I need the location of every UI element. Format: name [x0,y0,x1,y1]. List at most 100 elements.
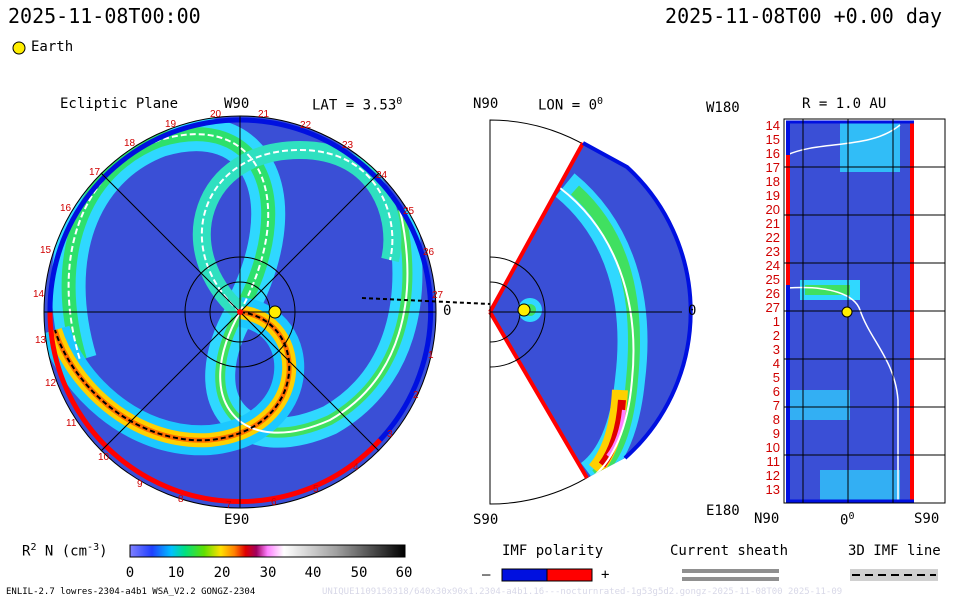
meridional-panel [488,119,693,505]
sector-number: 11 [66,418,77,429]
map-row: 8 [773,412,780,427]
sector-number: 25 [403,206,415,217]
map-row: 13 [766,482,780,497]
colorbar-tick: 50 [351,565,368,581]
sector-number: 10 [98,452,110,463]
map-top-left-label: W180 [706,100,740,116]
earth-legend-icon [12,41,26,55]
imf-line-title: 3D IMF line [848,543,941,559]
map-row: 20 [766,202,780,217]
map-row: 2 [773,328,780,343]
map-row: 22 [766,230,780,245]
colorbar [129,544,406,558]
sector-number: 20 [210,109,222,120]
colorbar-tick: 60 [396,565,413,581]
sector-number: 13 [35,335,47,346]
sector-number: 27 [432,290,444,301]
ecliptic-right-label: 0 [443,303,452,319]
earth-marker-meridional [517,303,531,317]
map-row: 16 [766,146,780,161]
sector-number: 14 [33,289,45,300]
map-row: 24 [766,258,780,273]
imf-plus-swatch [546,568,593,582]
colorbar-tick: 0 [126,565,134,581]
map-row: 26 [766,286,780,301]
imf-minus-label: – [482,567,491,583]
sector-number: 24 [376,170,388,181]
date-left: 2025-11-08T00:00 [8,4,201,28]
earth-marker-map [841,306,853,318]
sector-number: 19 [165,119,177,130]
sector-number: 2 [413,390,419,401]
date-right: 2025-11-08T00 +0.00 day [665,4,942,28]
map-row: 21 [766,216,780,231]
sector-number: 23 [342,140,354,151]
map-row: 6 [773,384,780,399]
map-x-label-s90: S90 [914,511,940,527]
sector-numbers: 20 21 22 23 24 25 26 27 1 2 3 4 5 6 7 8 … [33,109,444,511]
map-row: 3 [773,342,780,357]
imf-polarity-title: IMF polarity [502,543,604,559]
imf-minus-swatch [501,568,548,582]
sector-number: 15 [40,245,52,256]
sector-number: 3 [387,429,393,440]
map-row: 1 [773,314,780,329]
ecliptic-lat-label: LAT = 3.530 [312,96,403,114]
map-row: 18 [766,174,780,189]
earth-legend-label: Earth [31,39,74,55]
sector-number: 9 [137,479,143,490]
sector-number: 21 [258,109,270,120]
sector-number: 16 [60,203,72,214]
map-r-label: R = 1.0 AU [802,96,887,112]
colorbar-tick: 40 [305,565,322,581]
sector-number: 6 [271,497,277,508]
map-row: 25 [766,272,780,287]
map-row: 19 [766,188,780,203]
colorbar-label: R2 N (cm-3) [22,542,108,560]
map-row: 23 [766,244,780,259]
current-sheath-title: Current sheath [670,543,789,559]
map-row: 12 [766,468,780,483]
map-row: 17 [766,160,780,175]
sector-number: 4 [353,462,359,473]
colorbar-tick: 10 [168,565,185,581]
map-row: 4 [773,356,780,371]
ecliptic-panel [43,115,491,509]
map-row-numbers: 14 15 16 17 18 19 20 21 22 23 24 25 26 2… [766,118,780,497]
sector-number: 12 [45,378,57,389]
sector-number: 22 [300,120,312,131]
sector-number: 5 [313,484,319,495]
map-row: 7 [773,398,780,413]
map-row: 15 [766,132,780,147]
map-row: 9 [773,426,780,441]
sector-number: 1 [428,350,434,361]
sector-number: 18 [124,138,136,149]
footer-left: ENLIL-2.7 lowres-2304-a4b1 WSA_V2.2 GONG… [6,587,256,597]
ecliptic-title: Ecliptic Plane [60,96,179,112]
earth-marker-ecliptic [268,305,282,319]
map-panel [783,118,946,504]
map-row: 14 [766,118,780,133]
map-row: 27 [766,300,780,315]
map-bottom-left-label: E180 [706,503,740,519]
colorbar-tick: 30 [260,565,277,581]
map-x-label-n90: N90 [754,511,780,527]
map-row: 10 [766,440,780,455]
map-x-label-0: 00 [840,511,855,529]
footer-right: UNIQUE1109150318/640x30x90x1.2304-a4b1.1… [322,587,843,597]
meridional-right-label: 0 [688,303,697,319]
imf-plus-label: + [601,567,610,583]
colorbar-ticks: 0 10 20 30 40 50 60 [126,565,413,581]
ecliptic-top-label: W90 [224,96,250,112]
sector-number: 17 [89,167,101,178]
sheath-swatch [682,569,779,573]
colorbar-tick: 20 [214,565,231,581]
ecliptic-bottom-label: E90 [224,512,250,528]
meridional-lon-label: LON = 00 [538,96,604,114]
sector-number: 8 [178,494,184,505]
map-row: 5 [773,370,780,385]
sector-number: 7 [226,500,232,511]
meridional-top-label: N90 [473,96,499,112]
map-row: 11 [767,454,781,469]
